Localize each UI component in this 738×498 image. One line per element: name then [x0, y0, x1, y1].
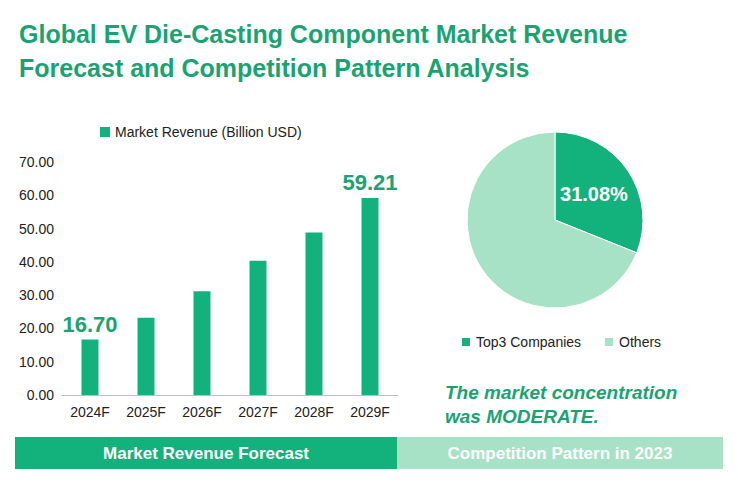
svg-text:2025F: 2025F [126, 404, 166, 420]
svg-text:0.00: 0.00 [27, 387, 54, 403]
svg-text:10.00: 10.00 [19, 354, 54, 370]
svg-text:70.00: 70.00 [19, 154, 54, 170]
svg-text:40.00: 40.00 [19, 254, 54, 270]
svg-text:2026F: 2026F [182, 404, 222, 420]
svg-text:was MODERATE.: was MODERATE. [445, 406, 599, 427]
svg-text:Others: Others [619, 334, 661, 350]
svg-text:The market concentration: The market concentration [445, 382, 683, 403]
svg-text:20.00: 20.00 [19, 320, 54, 336]
svg-text:2029F: 2029F [350, 404, 390, 420]
svg-text:Top3 Companies: Top3 Companies [476, 334, 581, 350]
svg-text:60.00: 60.00 [19, 187, 54, 203]
svg-text:Global EV Die-Casting Componen: Global EV Die-Casting Component Market R… [19, 20, 634, 48]
svg-text:Forecast and Competition Patte: Forecast and Competition Pattern Analysi… [19, 54, 529, 82]
svg-text:30.00: 30.00 [19, 287, 54, 303]
svg-text:2028F: 2028F [294, 404, 334, 420]
svg-text:Competition Pattern in 2023: Competition Pattern in 2023 [448, 444, 673, 463]
svg-text:50.00: 50.00 [19, 221, 54, 237]
svg-text:59.21: 59.21 [342, 170, 397, 195]
svg-text:Market Revenue (Billion USD): Market Revenue (Billion USD) [115, 124, 302, 140]
svg-text:2027F: 2027F [238, 404, 278, 420]
svg-text:31.08%: 31.08% [560, 183, 628, 205]
svg-text:16.70: 16.70 [62, 312, 117, 337]
svg-text:Market Revenue Forecast: Market Revenue Forecast [103, 444, 309, 463]
svg-text:2024F: 2024F [70, 404, 110, 420]
